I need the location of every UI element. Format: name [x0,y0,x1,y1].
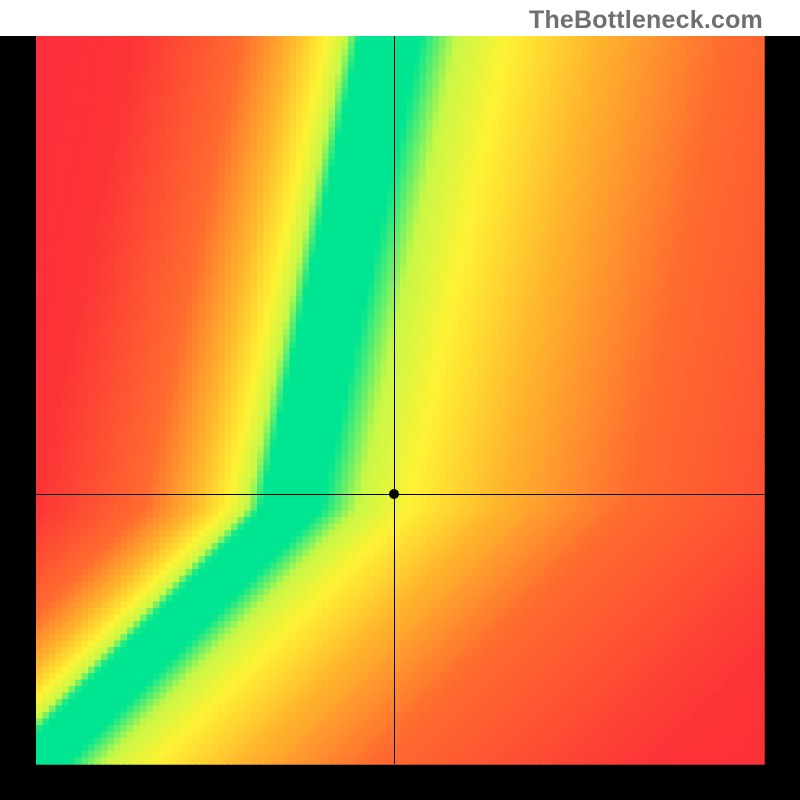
chart-container: TheBottleneck.com [0,0,800,800]
watermark-text: TheBottleneck.com [529,6,763,35]
crosshair-horizontal [36,494,764,495]
crosshair-vertical [394,36,395,764]
bottleneck-heatmap [0,0,800,800]
crosshair-dot [389,489,399,499]
